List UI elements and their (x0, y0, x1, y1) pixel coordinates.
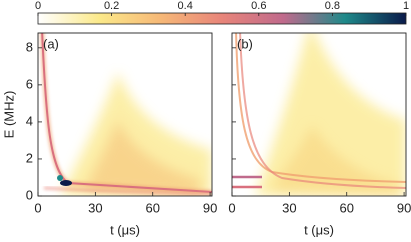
heatmap-b (232, 33, 406, 196)
colorbar-tick-label: 0.2 (104, 0, 119, 12)
colorbar-tick-label: 1 (403, 0, 409, 12)
y-tick-label: 2 (26, 150, 33, 165)
x-tick-label: 60 (145, 200, 159, 215)
y-tick-label: 4 (26, 113, 33, 128)
x-axis-label: t (μs) (110, 222, 140, 237)
y-axis-label: E (MHz) (1, 91, 16, 139)
panel-frame (37, 32, 213, 197)
colorbar-tick-label: 0.8 (325, 0, 340, 12)
heatmap-a (40, 33, 212, 196)
colorbar-bar (37, 12, 407, 25)
colorbar-tick-label: 0.4 (178, 0, 193, 12)
x-tick-label: 90 (203, 200, 217, 215)
x-tick-label: 30 (282, 200, 296, 215)
y-tick-label: 6 (26, 76, 33, 91)
colorbar-tick-label: 0 (35, 0, 41, 12)
panel-label: (b) (237, 36, 253, 51)
x-axis-label: t (μs) (304, 222, 334, 237)
colorbar: 0 0.2 0.4 0.6 0.8 1 (35, 0, 409, 25)
x-tick-label: 90 (397, 200, 411, 215)
y-tick-label: 8 (26, 39, 33, 54)
x-tick-label: 30 (88, 200, 102, 215)
x-tick-label: 60 (339, 200, 353, 215)
x-tick-label: 0 (34, 200, 41, 215)
panel-label: (a) (43, 36, 59, 51)
x-tick-label: 0 (228, 200, 235, 215)
panel-frame (231, 32, 407, 197)
colorbar-tick-label: 0.6 (251, 0, 266, 12)
y-tick-label: 0 (26, 187, 33, 202)
